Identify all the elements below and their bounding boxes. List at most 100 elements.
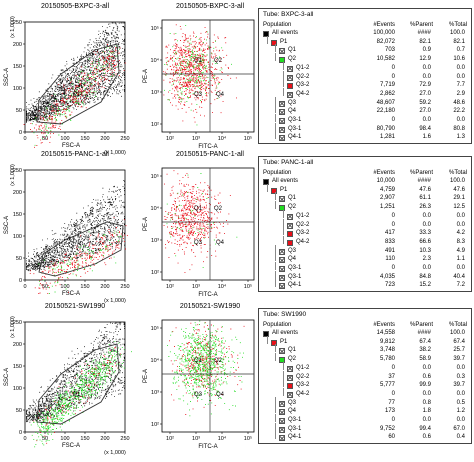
population-label: Q2 bbox=[288, 204, 297, 211]
x-tick-label: 10⁵ bbox=[244, 435, 252, 442]
x-tick-label: 250 bbox=[120, 136, 129, 142]
tree-line bbox=[275, 53, 276, 62]
parent-percent: 33.3 bbox=[419, 230, 431, 237]
y-axis-unit: (x 1,000) bbox=[10, 16, 16, 38]
color-swatch-icon bbox=[263, 179, 269, 185]
parent-percent: 12.9 bbox=[419, 56, 431, 63]
quadrant-label: Q3 bbox=[194, 240, 203, 246]
table-row: Q2 10,582 12.9 10.6 bbox=[259, 56, 471, 65]
green-events bbox=[38, 230, 122, 294]
gate-x-icon bbox=[287, 374, 293, 381]
x-tick-label: 10² bbox=[166, 136, 174, 142]
total-percent: 40.4 bbox=[453, 273, 465, 280]
plot-frame bbox=[161, 19, 255, 133]
tree-line bbox=[275, 353, 276, 362]
parent-percent: 0.6 bbox=[422, 434, 431, 441]
parent-percent: 27.0 bbox=[419, 90, 431, 97]
header-population: Population bbox=[263, 322, 292, 328]
table-row: Q4-2 833 66.6 8.3 bbox=[259, 239, 471, 248]
x-tick-label: 50 bbox=[42, 436, 48, 442]
population-label: All events bbox=[272, 178, 299, 184]
population-label: P1 bbox=[280, 38, 288, 45]
tree-line bbox=[283, 87, 284, 96]
population-label: Q1 bbox=[288, 47, 297, 54]
population-label: Q4-1 bbox=[288, 434, 302, 441]
parent-percent: 47.6 bbox=[419, 186, 431, 193]
plot-frame bbox=[24, 321, 126, 433]
population-label: Q2-2 bbox=[296, 373, 310, 380]
population-label: P1 bbox=[280, 338, 288, 345]
gate-x-icon bbox=[279, 257, 285, 264]
tree-line bbox=[283, 227, 284, 236]
events-value: 0 bbox=[391, 390, 395, 397]
green-events bbox=[166, 173, 238, 268]
tree-line bbox=[275, 244, 276, 253]
events-value: 5,780 bbox=[379, 356, 395, 363]
gate-x-icon bbox=[287, 391, 293, 398]
gate-x-icon bbox=[279, 283, 285, 290]
events-value: 2,907 bbox=[379, 195, 395, 202]
table-row: Q1-2 0 0.0 0.0 bbox=[259, 213, 471, 222]
population-label: Q4 bbox=[288, 256, 297, 263]
events-value: 0 bbox=[391, 73, 395, 80]
y-tick-label: 250 bbox=[13, 20, 22, 26]
total-percent: 29.1 bbox=[453, 195, 465, 202]
events-value: 5,777 bbox=[379, 382, 395, 389]
y-tick-label: 10⁵ bbox=[151, 173, 159, 180]
events-value: 14,558 bbox=[376, 330, 395, 336]
plot-frame bbox=[161, 167, 255, 281]
quadrant-label: Q3 bbox=[194, 392, 203, 398]
table-row: Q2-2 0 0.0 0.0 bbox=[259, 74, 471, 83]
header-events: #Events bbox=[373, 22, 395, 28]
y-tick-label: 100 bbox=[13, 386, 22, 392]
gate-x-icon bbox=[279, 118, 285, 124]
y-tick-label: 100 bbox=[13, 86, 22, 92]
y-tick-label: 10² bbox=[151, 122, 159, 128]
gate-x-icon bbox=[279, 348, 285, 355]
gate-x-icon bbox=[279, 418, 285, 424]
total-percent: 39.7 bbox=[453, 356, 465, 363]
y-axis-unit: (x 1,000) bbox=[10, 164, 16, 186]
table-row: Q1 2,907 61.1 29.1 bbox=[259, 195, 471, 204]
tube-name: Tube: PANC-1-all bbox=[263, 159, 314, 166]
events-value: 82,072 bbox=[376, 38, 395, 45]
table-row: Q3-1 9,752 99.4 67.0 bbox=[259, 426, 471, 435]
table-row: Q3-2 417 33.3 4.2 bbox=[259, 230, 471, 239]
tree-line bbox=[275, 114, 276, 122]
tube-name: Tube: SW1990 bbox=[263, 311, 307, 318]
total-percent: 22.2 bbox=[453, 108, 465, 115]
parent-percent: 66.6 bbox=[419, 238, 431, 245]
quadrant-label: Q1 bbox=[194, 358, 203, 364]
tree-line bbox=[283, 79, 284, 88]
events-value: 22,180 bbox=[376, 108, 395, 115]
y-tick-label: 10³ bbox=[151, 90, 159, 96]
color-swatch-icon bbox=[263, 331, 269, 337]
gate-x-icon bbox=[287, 74, 293, 81]
table-row: Q3-1 0 0.0 0.0 bbox=[259, 117, 471, 126]
quadrant-label: Q2 bbox=[214, 206, 223, 212]
table-row: Q4 173 1.8 1.2 bbox=[259, 408, 471, 417]
total-percent: 100.0 bbox=[449, 330, 465, 336]
table-row: Q2 5,780 58.9 39.7 bbox=[259, 356, 471, 365]
x-tick-label: 10⁵ bbox=[244, 283, 252, 290]
event-cloud bbox=[26, 180, 125, 272]
population-label: P1 bbox=[280, 186, 288, 193]
gate-p1 bbox=[38, 221, 124, 277]
table-row: P1 9,812 67.4 67.4 bbox=[259, 339, 471, 348]
tree-line bbox=[275, 396, 276, 405]
events-value: 7,719 bbox=[379, 82, 395, 89]
table-row: Q3-1 4,035 84.8 40.4 bbox=[259, 274, 471, 283]
events-value: 2,862 bbox=[379, 90, 395, 97]
tree-line bbox=[283, 361, 284, 370]
gate-x-icon bbox=[279, 248, 285, 255]
green-events bbox=[167, 320, 244, 417]
quadrant-plot-title: 20150521-SW1990 bbox=[179, 303, 241, 310]
population-label: Q3-1 bbox=[288, 425, 302, 432]
tree-line bbox=[283, 387, 284, 396]
gate-label: P1 bbox=[73, 392, 81, 398]
gate-p1 bbox=[36, 343, 120, 425]
y-tick-label: 250 bbox=[13, 168, 22, 174]
total-percent: 1.3 bbox=[456, 134, 465, 141]
population-hierarchy-table: Tube: BXPC-3-all Population #Events %Parent… bbox=[258, 8, 472, 144]
tree-line bbox=[275, 253, 276, 262]
